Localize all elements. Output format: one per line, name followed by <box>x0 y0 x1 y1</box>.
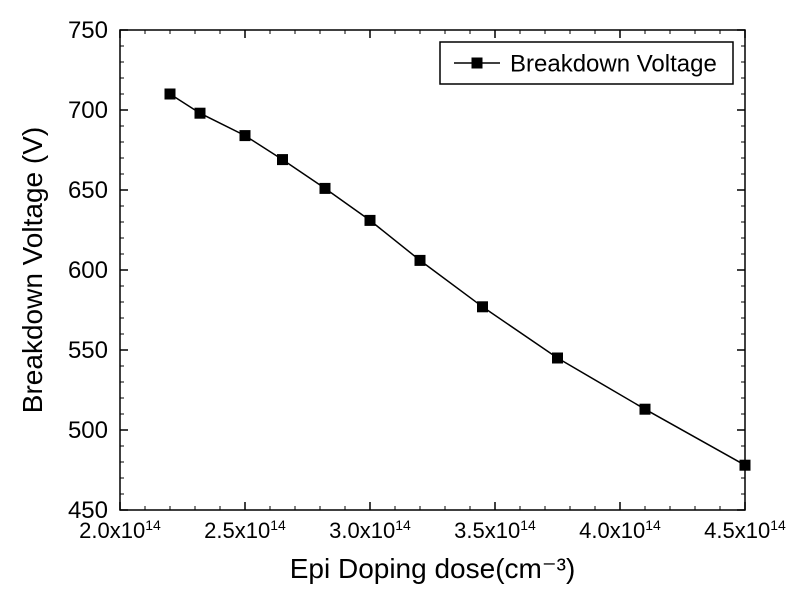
y-tick-label: 700 <box>68 97 108 124</box>
data-marker <box>552 353 563 364</box>
data-marker <box>240 130 251 141</box>
y-tick-label: 750 <box>68 17 108 44</box>
data-marker <box>165 89 176 100</box>
legend-marker <box>472 58 483 69</box>
legend-label: Breakdown Voltage <box>510 50 717 77</box>
data-marker <box>277 154 288 165</box>
y-tick-label: 650 <box>68 177 108 204</box>
y-tick-label: 450 <box>68 497 108 524</box>
x-axis-title: Epi Doping dose(cm⁻³) <box>290 553 576 584</box>
chart-svg: 2.0x10142.5x10143.0x10143.5x10144.0x1014… <box>0 0 787 604</box>
chart-container: 2.0x10142.5x10143.0x10143.5x10144.0x1014… <box>0 0 787 604</box>
y-tick-label: 500 <box>68 417 108 444</box>
y-axis-title: Breakdown Voltage (V) <box>17 127 48 413</box>
y-tick-label: 600 <box>68 257 108 284</box>
data-marker <box>195 108 206 119</box>
data-marker <box>740 460 751 471</box>
data-marker <box>477 301 488 312</box>
data-marker <box>320 183 331 194</box>
y-tick-label: 550 <box>68 337 108 364</box>
data-marker <box>640 404 651 415</box>
data-marker <box>415 255 426 266</box>
data-marker <box>365 215 376 226</box>
